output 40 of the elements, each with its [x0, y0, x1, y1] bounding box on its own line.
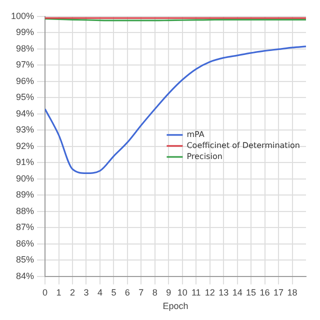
x-tick-label: 1: [56, 287, 62, 298]
x-tick-label: 0: [42, 287, 48, 298]
y-tick-label: 91%: [16, 157, 34, 168]
y-tick-label: 89%: [16, 190, 34, 200]
legend-label: Coefficinet of Determination: [186, 140, 300, 150]
y-tick-label: 95%: [16, 92, 34, 102]
x-tick-label: 16: [260, 287, 270, 298]
x-tick-label: 4: [97, 287, 102, 298]
y-tick-label: 94%: [16, 108, 34, 118]
x-tick-label: 8: [152, 287, 158, 298]
y-tick-label: 100%: [10, 10, 34, 21]
x-tick-label: 3: [84, 287, 89, 298]
y-tick-label: 98%: [16, 43, 34, 54]
x-axis-title: Epoch: [162, 301, 188, 312]
x-tick-label: 2: [70, 287, 75, 298]
y-tick-label: 96%: [16, 76, 34, 86]
y-tick-label: 92%: [16, 140, 34, 151]
x-tick-label: 5: [111, 287, 116, 298]
x-tick-label: 17: [274, 287, 284, 298]
y-tick-label: 90%: [16, 173, 34, 184]
y-tick-label: 93%: [16, 124, 34, 135]
y-tick-label: 85%: [16, 254, 34, 265]
x-tick-label: 14: [232, 287, 242, 298]
x-tick-label: 11: [191, 287, 201, 298]
legend-label: Precision: [186, 152, 222, 161]
x-tick-label: 12: [204, 287, 215, 298]
x-tick-label: 6: [124, 287, 130, 298]
y-tick-label: 99%: [16, 27, 34, 38]
y-tick-label: 97%: [16, 60, 34, 70]
y-tick-label: 87%: [16, 222, 34, 232]
x-tick-label: 15: [246, 287, 256, 298]
y-tick-label: 84%: [16, 270, 34, 281]
y-tick-label: 88%: [16, 206, 34, 216]
x-tick-label: 18: [287, 287, 298, 298]
x-tick-label: 9: [166, 287, 172, 298]
x-tick-label: 10: [177, 287, 188, 298]
y-tick-label: 86%: [16, 238, 34, 248]
x-tick-label: 13: [218, 287, 229, 298]
x-tick-label: 7: [138, 287, 144, 298]
legend-label: mPA: [186, 130, 205, 139]
